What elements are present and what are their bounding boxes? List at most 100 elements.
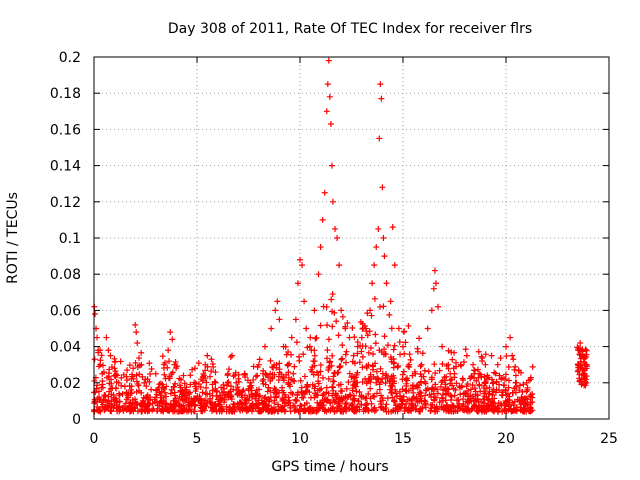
roti-cloud-marker xyxy=(175,402,182,409)
grid-lines xyxy=(94,57,609,419)
roti-cloud-marker xyxy=(148,366,155,373)
roti-cloud-marker xyxy=(208,368,215,375)
roti-cloud-marker xyxy=(343,385,350,392)
data-points xyxy=(91,57,590,408)
roti-cloud-marker xyxy=(337,381,344,388)
roti-cloud-marker xyxy=(290,370,297,377)
roti-cloud-marker xyxy=(512,363,519,370)
roti-data-point xyxy=(358,334,365,341)
roti-cloud-marker xyxy=(431,361,438,368)
roti-data-point xyxy=(428,307,435,314)
roti-cloud-marker xyxy=(119,391,126,398)
roti-cloud-marker xyxy=(139,402,146,409)
roti-data-point xyxy=(133,329,140,336)
roti-cloud-marker xyxy=(373,390,380,397)
roti-cloud-marker xyxy=(180,372,187,379)
x-axis-label: GPS time / hours xyxy=(271,459,388,475)
roti-cloud-marker xyxy=(272,386,279,393)
roti-cloud-marker xyxy=(133,378,140,385)
roti-cloud-marker xyxy=(207,373,214,380)
roti-cloud-marker xyxy=(339,313,346,320)
roti-cloud-marker xyxy=(136,371,143,378)
roti-cloud-marker xyxy=(405,387,412,394)
roti-cloud-marker xyxy=(582,346,589,353)
roti-cloud-marker xyxy=(218,408,225,415)
roti-cloud-marker xyxy=(134,364,141,371)
roti-cloud-marker xyxy=(516,382,523,389)
roti-cloud-marker xyxy=(395,362,402,369)
roti-cloud-marker xyxy=(169,369,176,376)
roti-data-point xyxy=(99,370,106,377)
roti-data-point xyxy=(334,235,341,241)
roti-cloud-marker xyxy=(336,364,343,371)
roti-cloud-marker xyxy=(367,344,374,351)
roti-data-point xyxy=(435,303,442,310)
roti-data-point xyxy=(138,361,145,368)
roti-cloud-marker xyxy=(98,352,105,359)
roti-cloud-marker xyxy=(240,404,247,411)
roti-data-point xyxy=(177,388,184,395)
roti-data-point xyxy=(288,334,295,341)
roti-cloud-marker xyxy=(527,399,534,406)
roti-cloud-marker xyxy=(353,404,360,411)
roti-data-point xyxy=(346,334,353,341)
roti-cloud-marker xyxy=(94,403,101,410)
roti-data-point xyxy=(307,334,314,341)
y-tick-labels: 0 0.02 0.04 0.06 0.08 0.1 0.12 0.14 0.16 0.18 0.2 xyxy=(50,50,81,428)
roti-cloud-marker xyxy=(143,383,150,390)
roti-cloud-marker xyxy=(330,387,337,394)
roti-cloud-marker xyxy=(497,400,504,407)
x-tick-labels: 0 5 10 15 20 25 xyxy=(90,431,618,447)
roti-cloud-marker xyxy=(335,332,342,339)
roti-cloud-marker xyxy=(96,407,103,414)
roti-cloud-marker xyxy=(362,343,369,350)
roti-cloud-marker xyxy=(276,366,283,373)
roti-cloud-marker xyxy=(247,403,254,410)
roti-cloud-marker xyxy=(400,368,407,375)
roti-cloud-marker xyxy=(203,403,210,410)
roti-data-point xyxy=(134,339,141,346)
roti-cloud-marker xyxy=(434,390,441,397)
roti-cloud-marker xyxy=(491,369,498,376)
roti-cloud-marker xyxy=(236,399,243,406)
roti-data-point xyxy=(130,365,137,372)
roti-cloud-marker xyxy=(132,396,139,403)
roti-data-point xyxy=(247,379,254,386)
roti-cloud-marker xyxy=(349,324,356,331)
roti-cloud-marker xyxy=(455,396,462,403)
roti-cloud-marker xyxy=(442,397,449,404)
roti-cloud-marker xyxy=(319,404,326,411)
roti-cloud-marker xyxy=(378,392,385,399)
roti-cloud-marker xyxy=(111,402,118,409)
roti-cloud-marker xyxy=(373,368,380,375)
roti-cloud-marker xyxy=(252,395,259,402)
roti-cloud-marker xyxy=(468,397,475,404)
roti-data-point xyxy=(507,334,514,341)
roti-cloud-marker xyxy=(285,399,292,406)
roti-cloud-marker xyxy=(473,407,480,414)
axis-ticks xyxy=(93,56,610,420)
roti-cloud-marker xyxy=(220,406,227,413)
roti-cloud-marker xyxy=(484,396,491,403)
roti-cloud-marker xyxy=(117,358,124,365)
roti-cloud-marker xyxy=(113,385,120,392)
roti-cloud-marker xyxy=(128,389,135,396)
roti-data-point xyxy=(204,352,211,359)
roti-cloud-marker xyxy=(112,368,119,375)
roti-cloud-marker xyxy=(297,377,304,384)
roti-cloud-marker xyxy=(158,388,165,395)
roti-data-point xyxy=(494,361,501,368)
roti-cloud-marker xyxy=(517,404,524,411)
roti-cloud-marker xyxy=(510,356,517,363)
roti-cloud-marker xyxy=(438,394,445,401)
roti-cloud-marker xyxy=(221,396,228,403)
roti-cloud-marker xyxy=(481,406,488,413)
roti-cloud-marker xyxy=(338,356,345,363)
roti-cloud-marker xyxy=(388,408,395,415)
roti-cloud-marker xyxy=(313,334,320,341)
roti-cloud-marker xyxy=(325,366,332,373)
roti-cloud-marker xyxy=(496,372,503,379)
roti-cloud-marker xyxy=(345,379,352,386)
roti-cloud-marker xyxy=(467,386,474,393)
roti-cloud-marker xyxy=(327,400,334,407)
